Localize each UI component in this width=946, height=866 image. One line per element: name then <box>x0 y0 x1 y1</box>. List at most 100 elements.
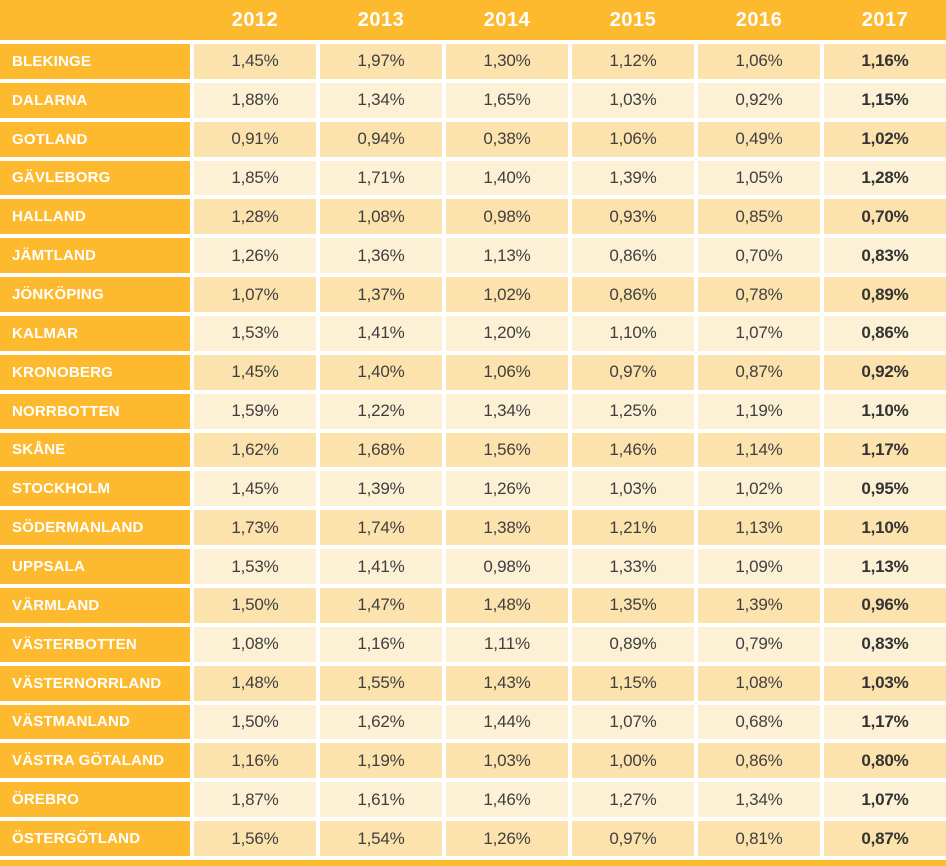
value-cell: 1,50% <box>194 704 316 740</box>
value-cell: 1,62% <box>320 704 442 740</box>
value-cell: 1,02% <box>446 277 568 312</box>
header-year-2014: 2014 <box>483 8 531 31</box>
value-cell: 1,07% <box>824 782 946 818</box>
value-cell: 0,87% <box>698 354 820 390</box>
value-cell: 1,02% <box>824 121 946 157</box>
row-label: STOCKHOLM <box>0 471 190 507</box>
value-cell: 0,86% <box>572 277 694 312</box>
value-cell: 0,87% <box>824 821 946 856</box>
value-cell: 1,46% <box>572 432 694 468</box>
value-cell: 1,48% <box>194 665 316 701</box>
row-label: ÖREBRO <box>0 782 190 818</box>
value-cell: 1,19% <box>320 743 442 779</box>
value-cell: 1,88% <box>194 82 316 118</box>
value-cell: 1,13% <box>446 238 568 274</box>
value-cell: 1,45% <box>194 471 316 507</box>
row-label: GOTLAND <box>0 121 190 157</box>
value-cell: 1,08% <box>320 199 442 235</box>
value-cell: 1,16% <box>824 44 946 79</box>
value-cell: 0,38% <box>446 121 568 157</box>
value-cell: 1,16% <box>320 626 442 662</box>
value-cell: 1,33% <box>572 549 694 584</box>
value-cell: 0,83% <box>824 238 946 274</box>
value-cell: 0,70% <box>698 238 820 274</box>
value-cell: 1,68% <box>320 432 442 468</box>
row-label: GÄVLEBORG <box>0 160 190 196</box>
value-cell: 0,49% <box>698 121 820 157</box>
value-cell: 1,50% <box>194 588 316 623</box>
row-label: SKÅNE <box>0 432 190 468</box>
header-year-2017: 2017 <box>861 8 909 31</box>
value-cell: 1,06% <box>572 121 694 157</box>
value-cell: 1,15% <box>572 665 694 701</box>
row-label: VÄSTERNORRLAND <box>0 665 190 701</box>
value-cell: 0,98% <box>446 199 568 235</box>
value-cell: 0,79% <box>698 626 820 662</box>
value-cell: 1,53% <box>194 316 316 351</box>
value-cell: 1,07% <box>698 316 820 351</box>
value-cell: 1,56% <box>194 821 316 856</box>
value-cell: 1,15% <box>824 82 946 118</box>
value-cell: 1,17% <box>824 432 946 468</box>
value-cell: 1,25% <box>572 393 694 429</box>
value-cell: 1,55% <box>320 665 442 701</box>
value-cell: 1,10% <box>824 510 946 546</box>
value-cell: 1,71% <box>320 160 442 196</box>
row-label: ÖSTERGÖTLAND <box>0 821 190 856</box>
value-cell: 1,13% <box>698 510 820 546</box>
value-cell: 0,97% <box>572 354 694 390</box>
value-cell: 1,34% <box>446 393 568 429</box>
value-cell: 1,21% <box>572 510 694 546</box>
value-cell: 0,85% <box>698 199 820 235</box>
value-cell: 0,86% <box>698 743 820 779</box>
value-cell: 1,43% <box>446 665 568 701</box>
value-cell: 1,85% <box>194 160 316 196</box>
value-cell: 1,07% <box>572 704 694 740</box>
value-cell: 1,39% <box>320 471 442 507</box>
row-label: NORRBOTTEN <box>0 393 190 429</box>
value-cell: 1,09% <box>698 549 820 584</box>
value-cell: 0,80% <box>824 743 946 779</box>
value-cell: 0,78% <box>698 277 820 312</box>
value-cell: 1,00% <box>572 743 694 779</box>
value-cell: 1,40% <box>320 354 442 390</box>
value-cell: 0,86% <box>572 238 694 274</box>
row-label: JÄMTLAND <box>0 238 190 274</box>
value-cell: 1,47% <box>320 588 442 623</box>
value-cell: 0,93% <box>572 199 694 235</box>
value-cell: 0,92% <box>698 82 820 118</box>
row-label: DALARNA <box>0 82 190 118</box>
value-cell: 1,27% <box>572 782 694 818</box>
value-cell: 1,19% <box>698 393 820 429</box>
value-cell: 0,89% <box>824 277 946 312</box>
value-cell: 1,35% <box>572 588 694 623</box>
value-cell: 1,16% <box>194 743 316 779</box>
header-year-2012: 2012 <box>231 8 279 31</box>
value-cell: 1,38% <box>446 510 568 546</box>
row-label: SÖDERMANLAND <box>0 510 190 546</box>
value-cell: 0,94% <box>320 121 442 157</box>
value-cell: 0,95% <box>824 471 946 507</box>
value-cell: 0,70% <box>824 199 946 235</box>
value-cell: 1,17% <box>824 704 946 740</box>
value-cell: 1,06% <box>698 44 820 79</box>
value-cell: 1,36% <box>320 238 442 274</box>
value-cell: 1,54% <box>320 821 442 856</box>
value-cell: 1,26% <box>446 471 568 507</box>
value-cell: 1,20% <box>446 316 568 351</box>
header-corner-cell <box>0 0 190 40</box>
row-label: VÄSTRA GÖTALAND <box>0 743 190 779</box>
value-cell: 1,97% <box>320 44 442 79</box>
row-label: VÄRMLAND <box>0 588 190 623</box>
value-cell: 0,97% <box>572 821 694 856</box>
value-cell: 1,08% <box>194 626 316 662</box>
value-cell: 1,30% <box>446 44 568 79</box>
value-cell: 1,56% <box>446 432 568 468</box>
table-header-row: 2012 2013 2014 2015 2016 2017 <box>0 0 946 40</box>
value-cell: 1,62% <box>194 432 316 468</box>
header-year-2013: 2013 <box>357 8 405 31</box>
value-cell: 1,07% <box>194 277 316 312</box>
value-cell: 0,86% <box>824 316 946 351</box>
value-cell: 1,13% <box>824 549 946 584</box>
value-cell: 0,91% <box>194 121 316 157</box>
